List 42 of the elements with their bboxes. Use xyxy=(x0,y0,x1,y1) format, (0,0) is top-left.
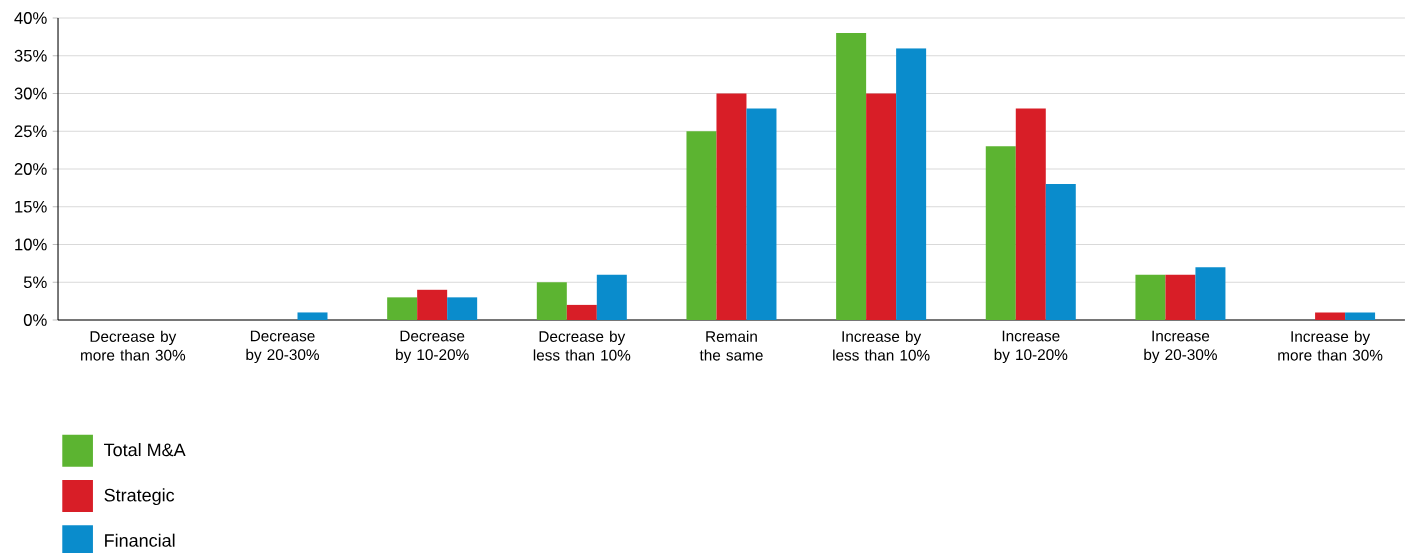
x-tick-label: Decrease by 10-20% xyxy=(396,330,469,364)
x-tick-label: Decrease by less than 10% xyxy=(533,330,631,361)
x-tick-label: Increase by less than 10% xyxy=(833,330,930,361)
bar xyxy=(1345,312,1376,320)
x-tick-label: Increase by more than 30% xyxy=(1278,330,1383,361)
bar xyxy=(1015,108,1046,320)
x-tick-label: Decrease by 20-30% xyxy=(246,330,320,364)
bar xyxy=(836,33,867,320)
bar xyxy=(1045,184,1076,320)
legend-label: Total M&A xyxy=(104,442,186,457)
bar xyxy=(417,289,448,320)
y-tick-label: 0% xyxy=(23,314,47,326)
bar xyxy=(1315,312,1346,320)
legend-label: Strategic xyxy=(104,488,175,506)
bar xyxy=(387,297,418,320)
x-tick-label: Decrease by more than 30% xyxy=(81,330,186,361)
bar xyxy=(1135,274,1166,320)
bar xyxy=(596,274,627,320)
bar xyxy=(716,93,747,320)
bar xyxy=(746,108,777,320)
bar xyxy=(1165,274,1196,320)
y-tick-label: 5% xyxy=(23,276,47,289)
bar xyxy=(866,93,897,320)
y-tick-label: 30% xyxy=(14,87,47,100)
bar xyxy=(536,282,567,320)
bar xyxy=(566,304,597,320)
y-tick-label: 25% xyxy=(14,125,47,138)
bar xyxy=(896,48,927,320)
bar xyxy=(1195,267,1226,320)
x-tick-label: Remain the same xyxy=(699,330,763,361)
y-tick-label: 15% xyxy=(15,200,47,213)
legend-label: Financial xyxy=(105,533,175,547)
bar xyxy=(985,146,1016,320)
bar xyxy=(447,297,478,320)
x-tick-label: Increase by 20-30% xyxy=(1144,330,1217,364)
bar xyxy=(686,131,717,320)
bar xyxy=(297,312,328,320)
y-tick-label: 35% xyxy=(14,49,47,62)
y-tick-label: 20% xyxy=(14,163,47,175)
y-tick-label: 10% xyxy=(15,238,47,251)
x-tick-label: Increase by 10-20% xyxy=(994,330,1068,364)
y-tick-label: 40% xyxy=(14,12,47,24)
